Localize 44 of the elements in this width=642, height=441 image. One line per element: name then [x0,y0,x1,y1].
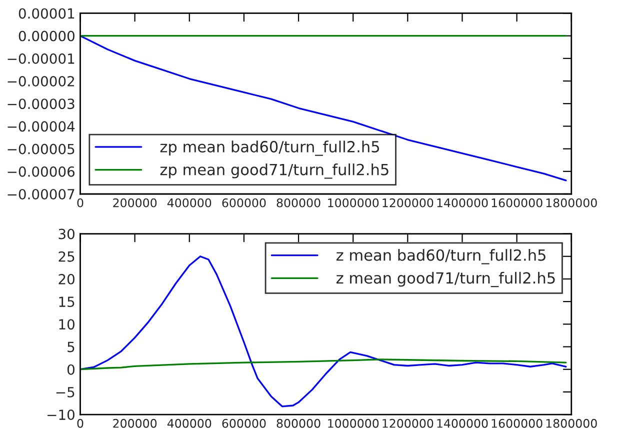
x-tick-label: 600000 [222,198,266,208]
x-tick-label: 1800000 [546,198,597,208]
y-tick-label: 5 [68,342,74,352]
x-tick-label: 1000000 [328,198,379,208]
x-tick-label: 200000 [113,418,157,428]
x-tick-label: 0 [77,418,84,428]
x-tick-label: 400000 [167,418,212,428]
y-tick-label: −0.00001 [8,53,74,64]
x-tick-label: 1800000 [546,418,597,428]
x-tick-label: 1600000 [492,418,542,428]
y-tick-label: 30 [58,228,74,240]
x-tick-label: 0 [77,198,84,208]
legend-label: z mean bad60/turn_full2.h5 [336,249,546,264]
y-tick-label: −0.00003 [8,98,74,110]
x-tick-label: 1400000 [437,418,488,428]
y-tick-label: 0.00000 [18,30,74,42]
y-tick-label: 0 [67,364,74,375]
x-tick-label: 800000 [276,418,320,428]
y-tick-label: −0.00006 [8,166,75,177]
x-tick-label: 200000 [113,198,157,208]
legend-label: zp mean good71/turn_full2.h5 [160,164,388,179]
y-tick-label: 15 [59,296,74,308]
x-tick-label: 600000 [222,418,266,428]
x-tick-label: 1400000 [437,198,488,208]
y-tick-label: 10 [59,319,74,330]
y-tick-label: −10 [48,410,74,420]
y-tick-label: −0.00002 [8,76,74,86]
y-tick-label: −0.00005 [8,144,74,154]
legend-label: z mean good71/turn_full2.h5 [336,272,555,288]
y-tick-label: −5 [56,387,74,398]
y-tick-label: −0.00007 [8,188,74,200]
y-tick-label: 25 [58,251,74,262]
y-tick-label: 0.00001 [18,8,74,19]
legend-label: zp mean bad60/turn_full2.h5 [160,140,379,156]
x-tick-label: 1600000 [492,198,542,208]
y-tick-label: 20 [58,274,74,284]
y-tick-label: −0.00004 [8,121,75,132]
line-series [80,34,567,182]
x-tick-label: 1000000 [328,418,379,428]
line-series [80,358,567,370]
x-tick-label: 1200000 [382,198,434,208]
x-tick-label: 800000 [276,198,320,208]
x-tick-label: 400000 [167,198,212,208]
x-tick-label: 1200000 [382,418,434,428]
